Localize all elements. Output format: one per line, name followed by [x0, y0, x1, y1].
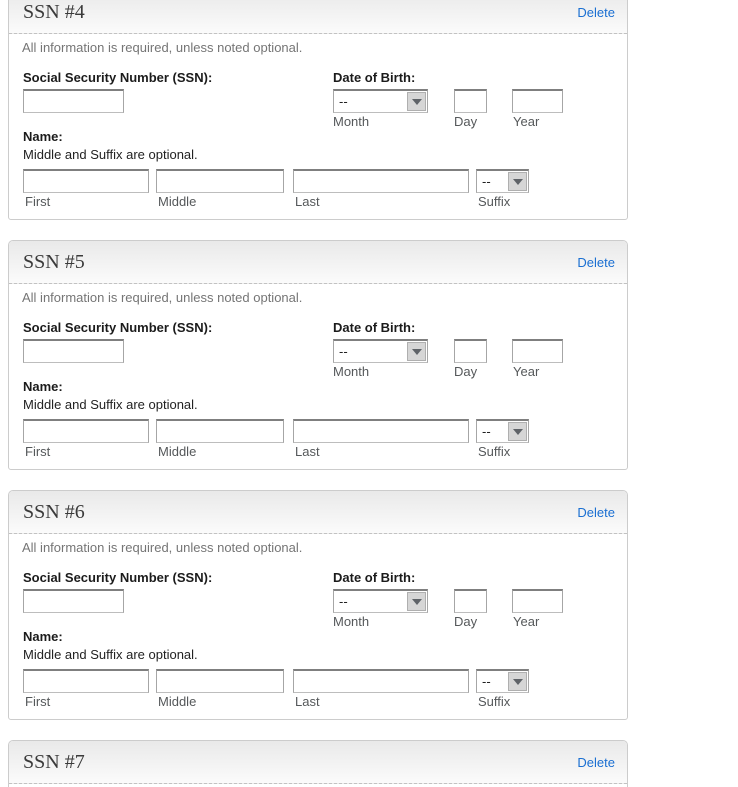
- ssn-label: Social Security Number (SSN):: [23, 570, 213, 585]
- section-header: SSN #7 Delete: [9, 741, 627, 784]
- day-hint: Day: [454, 364, 478, 379]
- year-input[interactable]: [512, 89, 563, 113]
- month-select[interactable]: --: [333, 589, 428, 613]
- section-title: SSN #4: [23, 0, 85, 23]
- dropdown-arrow-icon: [508, 672, 527, 691]
- suffix-select-value: --: [482, 674, 491, 689]
- last-hint: Last: [295, 694, 320, 709]
- middle-hint: Middle: [158, 444, 197, 459]
- first-hint: First: [25, 194, 51, 209]
- delete-link[interactable]: Delete: [577, 754, 615, 770]
- dropdown-arrow-icon: [508, 422, 527, 441]
- name-note: Middle and Suffix are optional.: [23, 647, 198, 662]
- ssn-input[interactable]: [23, 89, 124, 113]
- suffix-hint: Suffix: [478, 694, 511, 709]
- last-hint: Last: [295, 444, 320, 459]
- middle-name-input[interactable]: [156, 169, 284, 193]
- ssn-input[interactable]: [23, 339, 124, 363]
- dropdown-arrow-icon: [508, 172, 527, 191]
- delete-link[interactable]: Delete: [577, 504, 615, 520]
- day-input[interactable]: [454, 339, 487, 363]
- ssn-panel-7: SSN #7 Delete All information is require…: [8, 740, 628, 787]
- day-hint: Day: [454, 614, 478, 629]
- section-title: SSN #5: [23, 250, 85, 273]
- ssn-panel-6: SSN #6 Delete All information is require…: [8, 490, 628, 720]
- ssn-form-page: SSN #4 Delete All information is require…: [8, 0, 628, 787]
- section-header: SSN #4 Delete: [9, 0, 627, 34]
- name-label: Name:: [23, 129, 63, 144]
- ssn-input[interactable]: [23, 589, 124, 613]
- name-label: Name:: [23, 629, 63, 644]
- dropdown-arrow-icon: [407, 92, 426, 111]
- section-header: SSN #5 Delete: [9, 241, 627, 284]
- suffix-select-value: --: [482, 174, 491, 189]
- suffix-select[interactable]: --: [476, 169, 529, 193]
- middle-name-input[interactable]: [156, 419, 284, 443]
- last-name-input[interactable]: [293, 669, 469, 693]
- suffix-select-value: --: [482, 424, 491, 439]
- first-name-input[interactable]: [23, 669, 149, 693]
- year-input[interactable]: [512, 339, 563, 363]
- month-hint: Month: [333, 114, 370, 129]
- dob-label: Date of Birth:: [333, 570, 416, 585]
- middle-hint: Middle: [158, 694, 197, 709]
- dropdown-arrow-icon: [407, 342, 426, 361]
- ssn-panel-4: SSN #4 Delete All information is require…: [8, 0, 628, 220]
- name-label: Name:: [23, 379, 63, 394]
- suffix-hint: Suffix: [478, 194, 511, 209]
- year-input[interactable]: [512, 589, 563, 613]
- first-hint: First: [25, 694, 51, 709]
- last-hint: Last: [295, 194, 320, 209]
- ssn-label: Social Security Number (SSN):: [23, 320, 213, 335]
- suffix-select[interactable]: --: [476, 419, 529, 443]
- suffix-hint: Suffix: [478, 444, 511, 459]
- month-select-value: --: [339, 594, 348, 609]
- ssn-panel-5: SSN #5 Delete All information is require…: [8, 240, 628, 470]
- month-hint: Month: [333, 614, 370, 629]
- dropdown-arrow-icon: [407, 592, 426, 611]
- name-note: Middle and Suffix are optional.: [23, 397, 198, 412]
- middle-hint: Middle: [158, 194, 197, 209]
- first-name-input[interactable]: [23, 419, 149, 443]
- first-name-input[interactable]: [23, 169, 149, 193]
- middle-name-input[interactable]: [156, 669, 284, 693]
- required-note: All information is required, unless note…: [22, 290, 303, 305]
- day-input[interactable]: [454, 89, 487, 113]
- month-select-value: --: [339, 94, 348, 109]
- required-note: All information is required, unless note…: [22, 540, 303, 555]
- month-hint: Month: [333, 364, 370, 379]
- ssn-label: Social Security Number (SSN):: [23, 70, 213, 85]
- last-name-input[interactable]: [293, 419, 469, 443]
- delete-link[interactable]: Delete: [577, 4, 615, 20]
- month-select[interactable]: --: [333, 339, 428, 363]
- section-header: SSN #6 Delete: [9, 491, 627, 534]
- delete-link[interactable]: Delete: [577, 254, 615, 270]
- year-hint: Year: [513, 364, 540, 379]
- last-name-input[interactable]: [293, 169, 469, 193]
- day-hint: Day: [454, 114, 478, 129]
- dob-label: Date of Birth:: [333, 320, 416, 335]
- day-input[interactable]: [454, 589, 487, 613]
- name-note: Middle and Suffix are optional.: [23, 147, 198, 162]
- section-title: SSN #7: [23, 750, 85, 773]
- month-select-value: --: [339, 344, 348, 359]
- year-hint: Year: [513, 114, 540, 129]
- year-hint: Year: [513, 614, 540, 629]
- month-select[interactable]: --: [333, 89, 428, 113]
- section-title: SSN #6: [23, 500, 85, 523]
- required-note: All information is required, unless note…: [22, 40, 303, 55]
- dob-label: Date of Birth:: [333, 70, 416, 85]
- suffix-select[interactable]: --: [476, 669, 529, 693]
- first-hint: First: [25, 444, 51, 459]
